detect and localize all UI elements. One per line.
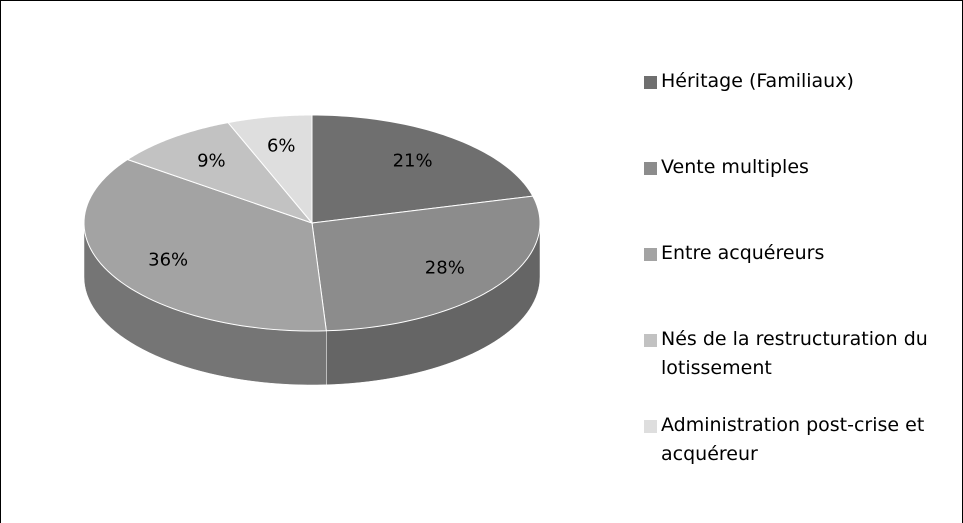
data-label: 21% xyxy=(393,151,433,172)
data-label: 28% xyxy=(425,258,465,279)
legend-label: Héritage (Familiaux) xyxy=(661,70,854,92)
legend-swatch xyxy=(644,162,657,175)
pie-slice xyxy=(311,114,534,224)
pie-slice xyxy=(311,195,541,332)
legend-item: Héritage (Familiaux) xyxy=(644,67,944,153)
legend-item: Entre acquéreurs xyxy=(644,239,944,325)
legend-item: Vente multiples xyxy=(644,153,944,239)
legend-swatch xyxy=(644,248,657,261)
pie-slice xyxy=(83,158,327,332)
legend-label: Entre acquéreurs xyxy=(661,242,825,264)
legend-label: Vente multiples xyxy=(661,156,809,178)
data-label: 9% xyxy=(197,151,226,172)
legend-item: Nés de la restructuration du lotissement xyxy=(644,325,944,411)
data-label: 6% xyxy=(267,136,296,157)
pie-slice xyxy=(227,114,313,225)
legend-swatch xyxy=(644,334,657,347)
legend: Héritage (Familiaux) Vente multiples Entre… xyxy=(644,67,944,497)
legend-item: Administration post-crise et acquéreur xyxy=(644,411,944,497)
legend-swatch xyxy=(644,76,657,89)
pie-slice xyxy=(126,122,314,225)
legend-label: Nés de la restructuration du lotissement xyxy=(661,328,928,379)
data-label: 36% xyxy=(148,249,188,270)
legend-swatch xyxy=(644,420,657,433)
legend-label: Administration post-crise et acquéreur xyxy=(661,414,925,465)
